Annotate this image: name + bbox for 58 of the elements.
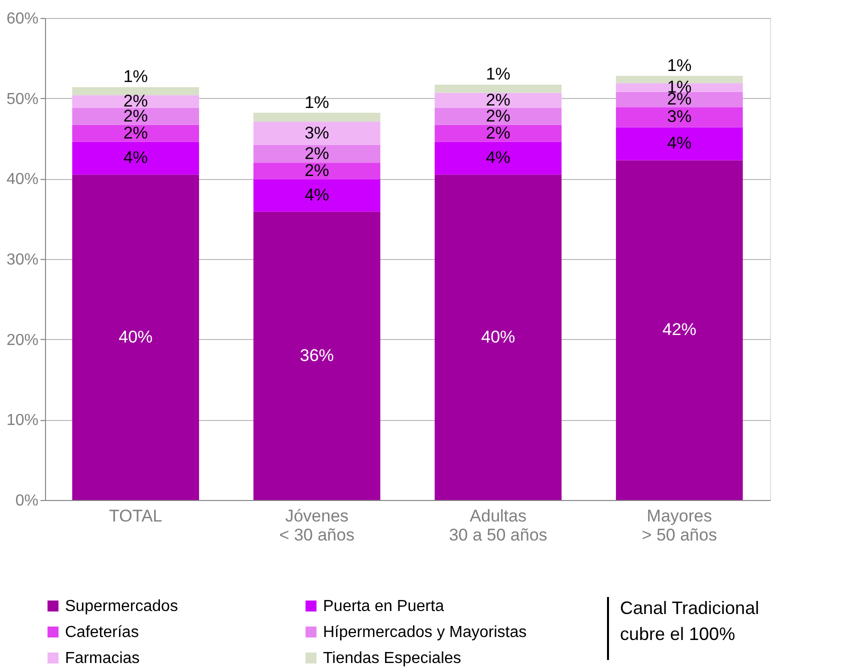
bar bbox=[72, 87, 200, 96]
bar bbox=[253, 212, 380, 500]
bar bbox=[434, 84, 562, 93]
bar bbox=[72, 174, 200, 500]
data-label: 2% bbox=[123, 123, 148, 142]
legend-label: Hípermercados y Mayoristas bbox=[323, 624, 527, 641]
legend-label: Farmacias bbox=[65, 650, 140, 667]
bar bbox=[253, 179, 380, 212]
legend-label: Puerta en Puerta bbox=[323, 598, 444, 615]
bar bbox=[616, 160, 743, 500]
bar bbox=[616, 92, 743, 108]
y-tick-label: 20% bbox=[6, 332, 38, 349]
data-label: 2% bbox=[304, 161, 330, 180]
data-label: 1% bbox=[123, 67, 148, 86]
data-label: 4% bbox=[304, 186, 330, 205]
bar bbox=[434, 142, 562, 175]
bar bbox=[434, 174, 562, 500]
y-tick-label: 40% bbox=[6, 171, 38, 188]
bar bbox=[72, 124, 200, 142]
data-label: 3% bbox=[304, 123, 330, 142]
y-tick-label: 10% bbox=[6, 412, 38, 430]
bar bbox=[253, 112, 380, 122]
y-tick-label: 30% bbox=[6, 252, 38, 268]
bar bbox=[434, 108, 562, 125]
y-tick-label: 0% bbox=[15, 492, 38, 510]
bar bbox=[434, 124, 562, 142]
bar bbox=[616, 127, 743, 160]
legend-label: Supermercados bbox=[65, 598, 178, 615]
bar bbox=[72, 95, 200, 108]
data-label: 40% bbox=[481, 327, 516, 346]
x-tick-label: Mayores > 50 años bbox=[642, 506, 717, 544]
data-label: 2% bbox=[304, 144, 330, 163]
bar bbox=[72, 108, 200, 125]
legend-label: Tiendas Especiales bbox=[323, 650, 462, 667]
data-label: 4% bbox=[667, 134, 692, 153]
data-label: 1% bbox=[667, 56, 692, 75]
y-tick-label: 50% bbox=[6, 90, 38, 108]
data-label: 40% bbox=[118, 327, 153, 346]
data-label: 36% bbox=[300, 346, 334, 365]
bar bbox=[72, 142, 200, 175]
data-label: 4% bbox=[123, 148, 148, 168]
bar bbox=[434, 92, 562, 108]
bar bbox=[253, 162, 380, 180]
data-label: 2% bbox=[486, 123, 510, 142]
x-tick-label: Jóvenes < 30 años bbox=[279, 506, 354, 544]
x-tick-label: TOTAL bbox=[109, 506, 162, 526]
x-tick-label: Adultas 30 a 50 años bbox=[448, 506, 548, 544]
bar bbox=[253, 144, 380, 163]
y-tick-label: 60% bbox=[6, 10, 38, 28]
bar bbox=[253, 122, 380, 145]
text: Canal Tradicional cubre el 100% bbox=[620, 598, 760, 644]
data-label: 1% bbox=[304, 92, 330, 112]
data-label: 3% bbox=[667, 107, 692, 126]
data-label: 1% bbox=[486, 64, 510, 84]
data-label: 42% bbox=[662, 320, 696, 340]
legend-label: Cafeterías bbox=[65, 624, 139, 641]
data-label: 4% bbox=[486, 148, 510, 168]
bar bbox=[616, 107, 743, 128]
